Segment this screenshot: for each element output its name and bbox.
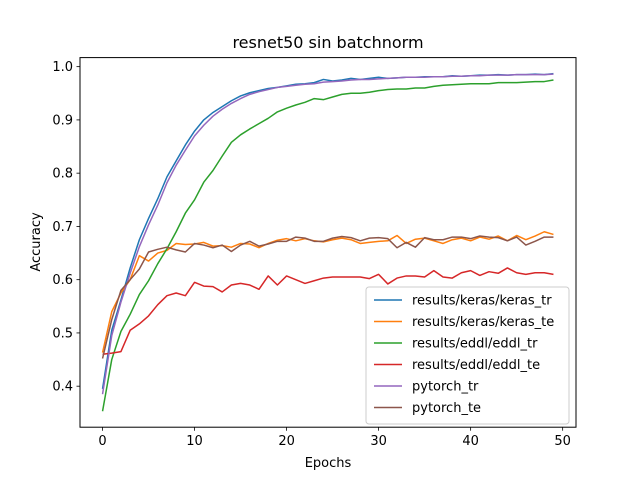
x-tick-label: 20 [278,434,295,449]
plot-lines [101,72,554,412]
x-tick-label: 0 [98,434,106,449]
series-line-3 [102,267,554,355]
y-axis: 0.4 0.5 0.6 0.7 0.8 0.9 1.0 [52,60,80,395]
y-tick-label: 0.5 [52,326,73,341]
y-tick-label: 0.9 [52,113,73,128]
y-tick-label: 1.0 [52,60,73,75]
y-axis-label: Accuracy [29,212,44,272]
legend-label-4: pytorch_tr [412,380,479,395]
y-tick-label: 0.6 [52,273,73,288]
legend-label-0: results/keras/keras_tr [412,294,552,309]
plot-frame [79,57,577,428]
y-tick-label: 0.8 [52,167,73,182]
legend-label-3: results/eddl/eddl_te [412,358,540,373]
legend-box [365,286,570,425]
y-tick-label: 0.4 [52,380,73,395]
x-tick-label: 10 [186,434,203,449]
series-line-2 [101,79,554,412]
series-line-5 [101,235,554,359]
series-line-1 [101,231,554,353]
x-tick-label: 50 [554,434,571,449]
legend-label-1: results/keras/keras_te [412,315,554,330]
x-axis: 0 10 20 30 40 50 [98,427,571,449]
chart-title: resnet50 sin batchnorm [232,33,423,52]
legend-label-2: results/eddl/eddl_tr [412,337,538,352]
x-tick-label: 30 [370,434,387,449]
x-axis-label: Epochs [305,456,352,471]
series-line-4 [101,73,554,395]
x-tick-label: 40 [462,434,479,449]
y-tick-label: 0.7 [52,220,73,235]
legend: results/keras/keras_tr results/keras/kera… [365,286,570,425]
legend-label-5: pytorch_te [412,401,481,416]
